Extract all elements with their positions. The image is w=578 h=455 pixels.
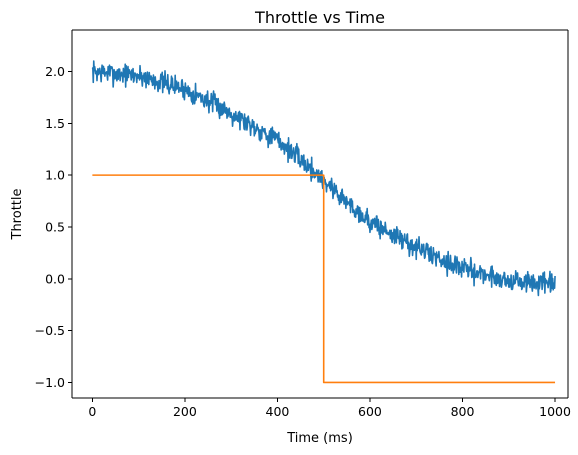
y-ticks: −1.0 −0.5 0.0 0.5 1.0 1.5 2.0 [35,64,72,390]
y-tick-label: −1.0 [35,375,65,390]
chart-title: Throttle vs Time [254,8,385,27]
x-tick-label: 0 [88,404,96,419]
x-tick-label: 1000 [539,404,571,419]
x-tick-label: 400 [266,404,290,419]
y-tick-label: 0.5 [45,219,65,234]
axes-frame [71,29,569,399]
y-axis-label: Throttle [10,189,25,241]
plot-lines [91,60,556,384]
x-axis-label: Time (ms) [286,431,353,446]
step-series-line [92,174,556,384]
y-tick-label: 0.0 [45,271,65,286]
y-tick-label: 2.0 [45,64,65,79]
x-tick-label: 600 [358,404,382,419]
x-ticks: 0 200 400 600 800 1000 [88,398,571,419]
y-tick-label: −0.5 [35,323,65,338]
y-tick-label: 1.5 [45,116,65,131]
x-tick-label: 800 [451,404,475,419]
x-tick-label: 200 [173,404,197,419]
y-tick-label: 1.0 [45,168,65,183]
